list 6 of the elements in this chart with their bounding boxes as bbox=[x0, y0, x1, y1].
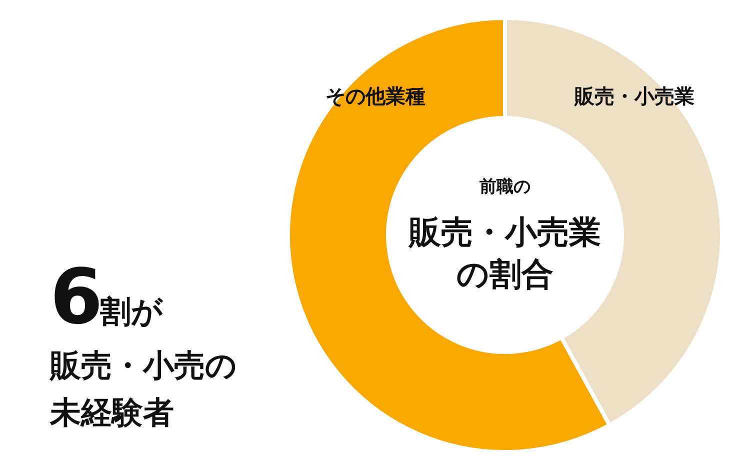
text: 販売・小売の bbox=[49, 348, 237, 384]
slice-label: 販売・小売業 bbox=[574, 84, 695, 108]
slice-label: 販売・小売業 bbox=[408, 213, 601, 251]
text: 前職の bbox=[478, 177, 530, 197]
chart-title: の割合 bbox=[456, 255, 554, 293]
text: 未経験者 bbox=[49, 395, 174, 431]
